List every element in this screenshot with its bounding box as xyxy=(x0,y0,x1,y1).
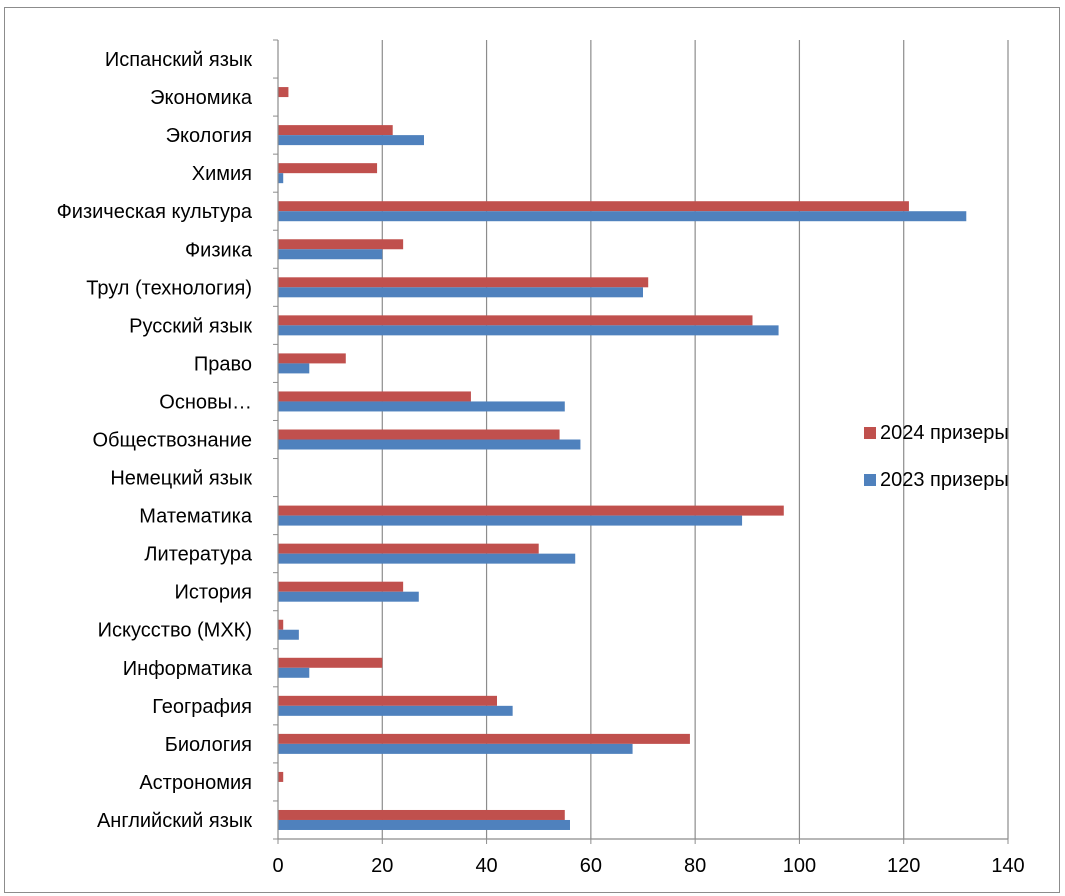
category-label-экономика: Экономика xyxy=(150,87,253,109)
gridlines xyxy=(381,40,1009,839)
x-tick-labels: 0 20 40 60 80 100 120 140 xyxy=(272,855,1024,877)
bar-2024-призеры-литература xyxy=(278,543,539,554)
bar-2024-призеры-химия xyxy=(278,163,378,174)
category-label-право: Право xyxy=(194,353,252,375)
bar-2024-призеры-биология xyxy=(278,733,690,744)
category-label-основы: Основы… xyxy=(159,391,252,413)
category-label-литература: Литература xyxy=(144,544,252,566)
bar-2024-призеры-экология xyxy=(278,125,393,136)
bar-2023-призеры-физическая-культура xyxy=(278,211,967,222)
bar-2023-призеры-физика xyxy=(278,249,383,260)
category-label-искусство-мхк: Искусство (МХК) xyxy=(98,620,252,642)
category-label-экология: Экология xyxy=(166,125,252,147)
category-label-биология: Биология xyxy=(165,734,252,756)
bar-2024-призеры-физика xyxy=(278,239,404,250)
bar-2024-призеры-физическая-культура xyxy=(278,201,909,212)
legend-label-2023-призеры: 2023 призеры xyxy=(880,469,1009,491)
bar-2023-призеры-искусство-мхк xyxy=(278,629,299,640)
bar-2023-призеры-математика xyxy=(278,515,743,526)
category-label-математика: Математика xyxy=(139,506,253,528)
legend: 2024 призеры 2023 призеры xyxy=(864,422,1009,491)
x-tick-label-60: 60 xyxy=(580,855,602,877)
bar-2024-призеры-обществознание xyxy=(278,429,560,440)
category-label-русский-язык: Русский язык xyxy=(129,315,252,337)
bar-2023-призеры-информатика xyxy=(278,667,310,678)
chart-frame: Английский язык Астрономия Биология Географ… xyxy=(4,7,1060,893)
category-label-химия: Химия xyxy=(192,163,252,185)
bar-2024-призеры-основы xyxy=(278,391,471,402)
bar-2023-призеры-обществознание xyxy=(278,439,581,450)
x-tick-label-100: 100 xyxy=(783,855,816,877)
x-tick-label-80: 80 xyxy=(684,855,706,877)
bar-2024-призеры-география xyxy=(278,695,497,706)
bars xyxy=(278,87,967,830)
bar-2024-призеры-английский-язык xyxy=(278,809,565,820)
bar-2024-призеры-математика xyxy=(278,505,784,516)
bar-2023-призеры-русский-язык xyxy=(278,325,779,336)
bar-2024-призеры-история xyxy=(278,581,404,592)
legend-swatch-2023-призеры xyxy=(864,474,876,486)
x-tick-label-0: 0 xyxy=(272,855,283,877)
category-label-испанский-язык: Испанский язык xyxy=(105,49,252,71)
bar-2023-призеры-история xyxy=(278,591,419,602)
bar-2024-призеры-экономика xyxy=(278,87,289,98)
x-tick-label-140: 140 xyxy=(991,855,1024,877)
bar-2023-призеры-английский-язык xyxy=(278,819,570,830)
bar-2023-призеры-биология xyxy=(278,743,633,754)
bar-2023-призеры-право xyxy=(278,363,310,374)
axes xyxy=(273,39,1009,844)
bar-2024-призеры-искусство-мхк xyxy=(278,619,284,630)
bar-2024-призеры-астрономия xyxy=(278,771,284,782)
category-label-трул-технология: Трул (технология) xyxy=(86,277,252,299)
legend-swatch-2024-призеры xyxy=(864,427,876,439)
bar-2023-призеры-экология xyxy=(278,135,424,146)
category-label-английский-язык: Английский язык xyxy=(97,810,252,832)
x-tick-label-40: 40 xyxy=(475,855,497,877)
category-label-история: История xyxy=(174,582,252,604)
category-label-немецкий-язык: Немецкий язык xyxy=(110,468,252,490)
category-label-физическая-культура: Физическая культура xyxy=(57,201,253,223)
x-tick-label-20: 20 xyxy=(371,855,393,877)
category-label-география: География xyxy=(152,696,252,718)
bar-2023-призеры-литература xyxy=(278,553,576,564)
category-label-информатика: Информатика xyxy=(123,658,253,680)
category-label-астрономия: Астрономия xyxy=(139,772,252,794)
bar-chart: Английский язык Астрономия Биология Географ… xyxy=(57,39,1025,877)
bar-2024-призеры-право xyxy=(278,353,346,364)
bar-2024-призеры-трул-технология xyxy=(278,277,649,288)
bar-2024-призеры-русский-язык xyxy=(278,315,753,326)
category-label-физика: Физика xyxy=(185,239,253,261)
legend-label-2024-призеры: 2024 призеры xyxy=(880,422,1009,444)
category-labels: Английский язык Астрономия Биология Географ… xyxy=(57,49,253,832)
bar-2024-призеры-информатика xyxy=(278,657,383,668)
x-tick-label-120: 120 xyxy=(887,855,920,877)
category-label-обществознание: Обществознание xyxy=(92,430,252,452)
bar-2023-призеры-трул-технология xyxy=(278,287,643,298)
bar-2023-призеры-география xyxy=(278,705,513,716)
bar-2023-призеры-основы xyxy=(278,401,565,412)
bar-2023-призеры-химия xyxy=(278,173,284,184)
